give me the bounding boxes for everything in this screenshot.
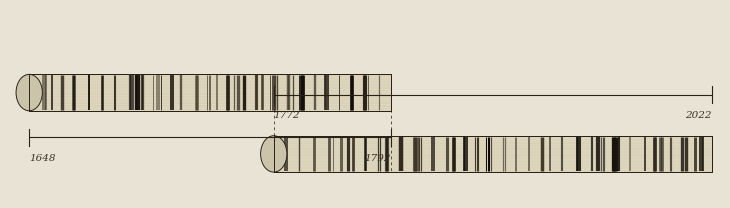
Ellipse shape xyxy=(16,74,42,111)
Text: 1792: 1792 xyxy=(364,154,391,163)
Ellipse shape xyxy=(261,136,287,172)
Bar xyxy=(274,136,712,172)
Text: 1648: 1648 xyxy=(29,154,55,163)
Bar xyxy=(29,74,391,111)
Bar xyxy=(29,74,391,111)
Text: 2022: 2022 xyxy=(685,111,712,120)
Text: 1772: 1772 xyxy=(274,111,300,120)
Bar xyxy=(274,136,712,172)
